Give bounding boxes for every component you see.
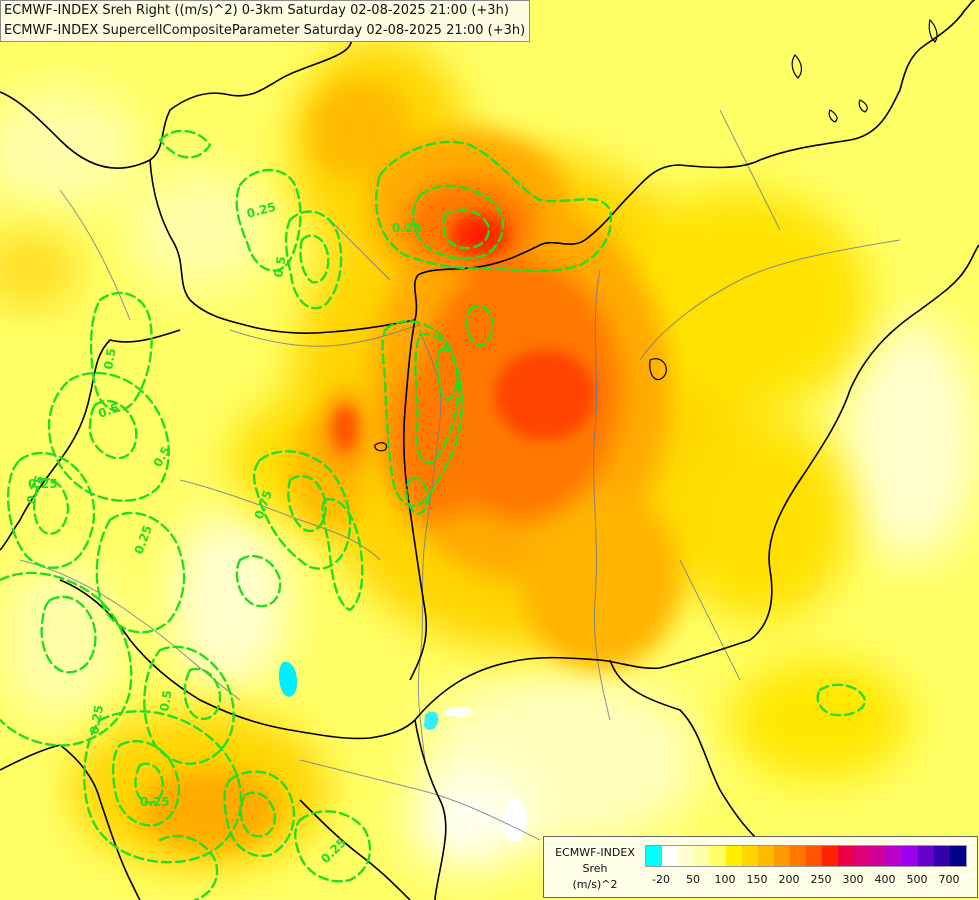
map-title: ECMWF-INDEX Sreh Right ((m/s)^2) 0-3km S… xyxy=(0,0,531,42)
legend-swatch xyxy=(806,846,822,866)
legend-swatch xyxy=(678,846,694,866)
legend-swatch xyxy=(710,846,726,866)
sreh-field-low xyxy=(0,90,979,870)
legend-swatch xyxy=(918,846,934,866)
color-legend: ECMWF-INDEX Sreh (m/s)^2 -20 50 100 150 200 2… xyxy=(543,836,978,898)
legend-swatch xyxy=(950,846,966,866)
legend-swatch xyxy=(838,846,854,866)
scp-contour-labels: 0.25 0.25 0.5 0.5 0.5 0.5 0.25 0.75 0.25… xyxy=(24,200,422,866)
legend-title: ECMWF-INDEX Sreh (m/s)^2 xyxy=(546,845,644,893)
legend-tick-label: 150 xyxy=(746,873,768,886)
legend-tick-label: 100 xyxy=(714,873,736,886)
legend-title-3: (m/s)^2 xyxy=(572,878,618,891)
legend-swatch xyxy=(742,846,758,866)
contour-label: 0.25 xyxy=(28,477,58,491)
legend-tick-label: -20 xyxy=(652,873,670,886)
legend-swatch xyxy=(934,846,950,866)
contour-label: 0.25 xyxy=(87,704,106,736)
legend-swatch xyxy=(822,846,838,866)
contour-label: 0.5 xyxy=(271,255,288,278)
legend-title-2: Sreh xyxy=(582,862,608,875)
legend-swatch xyxy=(726,846,742,866)
contour-label: 0.5 xyxy=(101,347,118,370)
scp-contours xyxy=(0,129,867,900)
legend-tick-label: 300 xyxy=(842,873,864,886)
legend-swatch xyxy=(758,846,774,866)
legend-swatch xyxy=(646,846,662,866)
legend-tick-label: 700 xyxy=(938,873,960,886)
legend-title-1: ECMWF-INDEX xyxy=(555,846,635,859)
legend-tick-label: 200 xyxy=(778,873,800,886)
legend-swatch xyxy=(694,846,710,866)
contour-label: 0.25 xyxy=(392,221,422,235)
contour-label: 0.5 xyxy=(157,689,174,712)
legend-color-bar xyxy=(645,845,967,867)
legend-ticks: -20 50 100 150 200 250 300 400 500 700 xyxy=(645,873,973,889)
legend-swatch xyxy=(662,846,678,866)
lakes xyxy=(374,18,938,452)
legend-swatch xyxy=(902,846,918,866)
contour-label: 0.5 xyxy=(96,400,121,420)
legend-swatch xyxy=(870,846,886,866)
rivers xyxy=(19,109,901,841)
title-line-1: ECMWF-INDEX Sreh Right ((m/s)^2) 0-3km S… xyxy=(4,3,509,18)
legend-tick-label: 400 xyxy=(874,873,896,886)
sreh-field-peak xyxy=(333,213,595,450)
legend-tick-label: 250 xyxy=(810,873,832,886)
legend-swatch xyxy=(790,846,806,866)
legend-swatch xyxy=(886,846,902,866)
legend-tick-label: 50 xyxy=(686,873,700,886)
legend-swatch xyxy=(774,846,790,866)
legend-swatch xyxy=(854,846,870,866)
legend-tick-label: 500 xyxy=(906,873,928,886)
title-line-2: ECMWF-INDEX SupercellCompositeParameter … xyxy=(4,23,526,38)
contour-label: 0.25 xyxy=(140,795,170,809)
